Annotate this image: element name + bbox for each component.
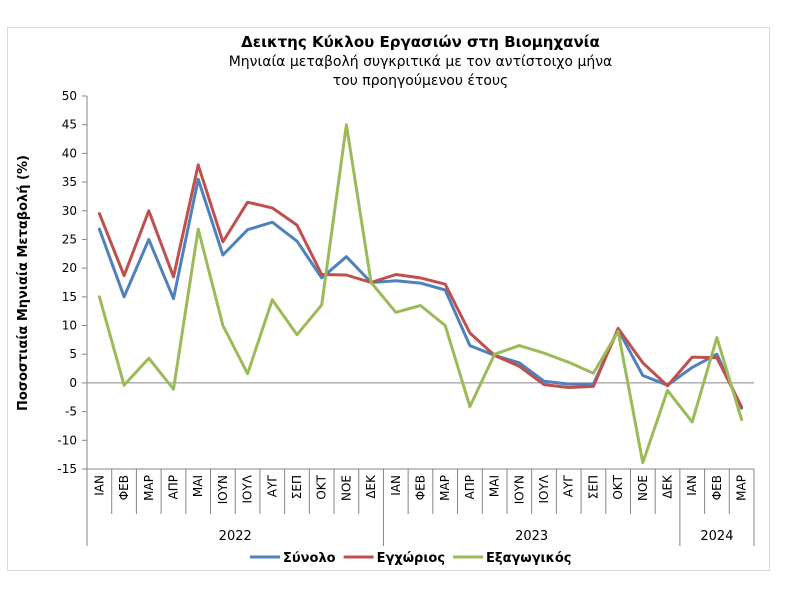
y-tick-label: -15	[57, 462, 77, 476]
y-tick-label: 5	[69, 347, 77, 361]
x-tick-label: ΑΠΡ	[463, 475, 477, 499]
x-tick-label: ΟΚΤ	[315, 474, 329, 499]
y-tick-label: 45	[62, 118, 77, 132]
x-tick-label: ΑΥΓ	[265, 475, 279, 498]
chart-subtitle-line-1: Μηνιαία μεταβολή συγκριτικά με τον αντίσ…	[228, 54, 613, 70]
y-tick-label: 50	[62, 89, 77, 103]
x-tick-label: ΜΑΡ	[142, 475, 156, 501]
chart-subtitle-line-2: του προηγούμενου έτους	[332, 73, 509, 89]
x-tick-label: ΑΥΓ	[562, 475, 576, 498]
x-tick-label: ΦΕΒ	[414, 475, 428, 500]
x-tick-label: ΙΟΥΛ	[537, 474, 551, 503]
x-tick-label: ΜΑΙ	[488, 475, 502, 497]
x-tick-label: ΙΟΥΛ	[241, 474, 255, 503]
y-tick-label: 0	[69, 376, 77, 390]
y-tick-label: -5	[65, 405, 77, 419]
y-tick-label: -10	[57, 433, 77, 447]
chart-title: Δεικτης Κύκλου Εργασιών στη Βιομηχανία	[241, 33, 600, 51]
x-tick-label: ΙΟΥΝ	[216, 475, 230, 504]
x-tick-label: ΝΟΕ	[339, 475, 353, 501]
chart-frame	[7, 27, 770, 571]
y-axis-label: Ποσοστιαία Μηνιαία Μεταβολή (%)	[16, 155, 31, 411]
y-tick-label: 20	[62, 261, 77, 275]
legend-label: Σύνολο	[283, 551, 336, 566]
x-tick-label: ΟΚΤ	[611, 474, 625, 499]
y-tick-label: 10	[62, 319, 77, 333]
x-tick-label: ΜΑΡ	[735, 475, 749, 501]
year-label: 2022	[219, 529, 252, 544]
x-tick-label: ΣΕΠ	[586, 475, 600, 499]
x-tick-label: ΙΑΝ	[389, 475, 403, 496]
y-tick-label: 30	[62, 204, 77, 218]
x-tick-label: ΜΑΙ	[191, 475, 205, 497]
chart-subtitle: Μηνιαία μεταβολή συγκριτικά με τον αντίσ…	[87, 53, 754, 91]
series-line-Εγχώριος	[97, 163, 744, 409]
x-tick-label: ΝΟΕ	[636, 475, 650, 501]
x-tick-label: ΦΕΒ	[117, 475, 131, 500]
legend: Σύνολο Εγχώριος Εξαγωγικός	[250, 551, 572, 566]
x-tick-label: ΙΑΝ	[92, 475, 106, 496]
y-tick-label: 35	[62, 175, 77, 189]
x-tick-label: ΙΑΝ	[685, 475, 699, 496]
x-axis: ΙΑΝ ΦΕΒ ΜΑΡ ΑΠΡ ΜΑΙ ΙΟΥΝ ΙΟΥΛ ΑΥΓ ΣΕΠ ΟΚΤ ΝΟΕ ΔΕΚ ΙΑ…	[86, 382, 755, 546]
y-tick-label: 25	[62, 232, 77, 246]
year-label: 2023	[515, 529, 548, 544]
x-tick-label: ΣΕΠ	[290, 475, 304, 499]
series-layer	[97, 123, 744, 465]
year-label: 2024	[700, 529, 733, 544]
y-tick-label: 40	[62, 146, 77, 160]
y-tick-label: 15	[62, 290, 77, 304]
x-tick-label: ΔΕΚ	[364, 474, 378, 499]
series-line-Εξαγωγικός	[97, 123, 744, 465]
legend-label: Εξαγωγικός	[486, 551, 571, 566]
x-tick-label: ΙΟΥΝ	[512, 475, 526, 504]
legend-label: Εγχώριος	[377, 551, 445, 566]
x-tick-label: ΑΠΡ	[166, 475, 180, 499]
x-tick-label: ΔΕΚ	[661, 474, 675, 499]
x-tick-label: ΜΑΡ	[438, 475, 452, 501]
x-tick-label: ΦΕΒ	[710, 475, 724, 500]
series-line-Σύνολο	[97, 177, 744, 410]
y-axis: -15 -10 -5 0 5 10 15 20 25 30 35 40 45 50	[57, 89, 88, 476]
